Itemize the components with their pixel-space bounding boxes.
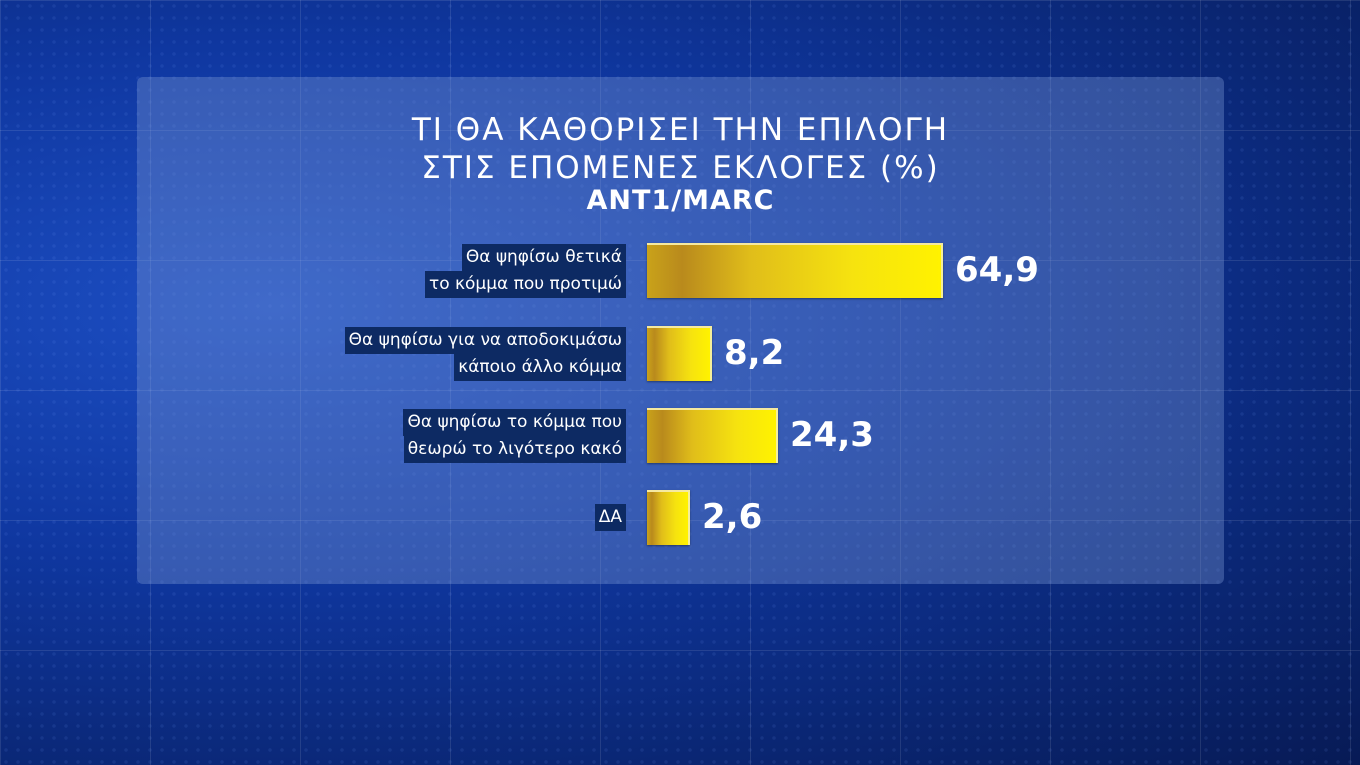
category-label-line: κάποιο άλλο κόμμα (454, 353, 626, 381)
category-label: Θα ψηφίσω για να αποδοκιμάσω κάποιο άλλο … (344, 326, 626, 381)
category-label-line: θεωρώ το λιγότερο κακό (403, 435, 626, 463)
category-label: Θα ψηφίσω θετικά το κόμμα που προτιμώ (424, 243, 626, 298)
category-label: Θα ψηφίσω το κόμμα που θεωρώ το λιγότερο … (403, 408, 626, 463)
value-label: 64,9 (955, 250, 1039, 290)
bar (647, 243, 943, 298)
category-label-line: Θα ψηφίσω το κόμμα που (403, 408, 626, 436)
value-label: 8,2 (724, 333, 785, 373)
bar (647, 408, 778, 463)
category-label-line: το κόμμα που προτιμώ (424, 270, 626, 298)
category-label-line: Θα ψηφίσω για να αποδοκιμάσω (344, 326, 626, 354)
chart-title-line2: ΣΤΙΣ ΕΠΟΜΕΝΕΣ ΕΚΛΟΓΕΣ (%) (421, 150, 940, 186)
category-label-line: ΔΑ (594, 504, 626, 531)
category-label: ΔΑ (594, 504, 626, 531)
bar (647, 490, 690, 545)
chart-subtitle: ANT1/MARC (586, 185, 775, 216)
category-label-line: Θα ψηφίσω θετικά (461, 243, 626, 271)
value-label: 2,6 (702, 497, 763, 537)
bar (647, 326, 712, 381)
chart-title: ΤΙ ΘΑ ΚΑΘΟΡΙΣΕΙ ΤΗΝ ΕΠΙΛΟΓΗ (411, 112, 950, 148)
value-label: 24,3 (790, 415, 874, 455)
